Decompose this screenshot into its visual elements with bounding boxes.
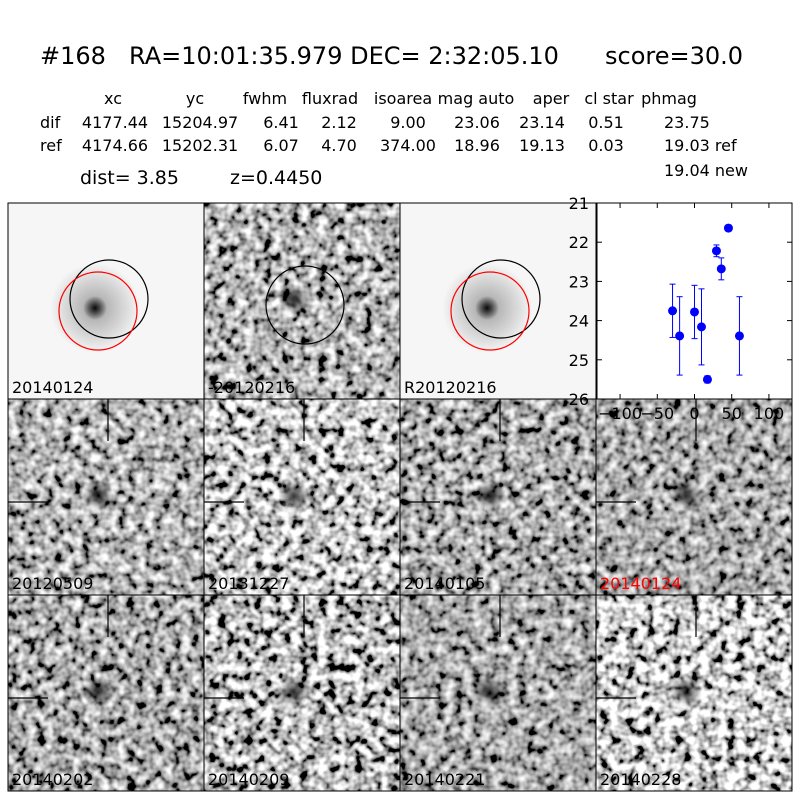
stamp-label: 20140221 [404,770,485,789]
aperture-black [461,259,541,339]
aperture-black [69,259,149,339]
image-stamp: 20140209 [203,594,401,792]
table-cell: 4174.66 [82,136,148,155]
y-tick-label: 22 [569,233,589,252]
candidate-id: #168 [40,42,106,70]
table-cell: 23.14 [519,113,565,132]
stamp-label: 20140228 [600,770,681,789]
column-header: yc [186,89,204,108]
table-cell: 2.12 [321,113,357,132]
stamp-label: 20140124 [600,574,681,593]
bright-residual [84,500,102,518]
table-note: 19.04 new [664,161,748,180]
redshift: z=0.4450 [230,167,322,189]
x-tick-label: 0 [689,404,699,423]
column-header: fluxrad [302,89,358,108]
table-cell: 19.03 ref [664,136,737,155]
table-cell: 6.07 [263,136,299,155]
row-label: dif [40,113,61,132]
table-cell: 15204.97 [162,113,238,132]
table-cell: 4.70 [321,136,357,155]
y-tick-label: 25 [569,351,589,370]
y-tick-label: 26 [569,390,589,409]
image-stamp: 20131227 [203,398,401,596]
x-tick-label: −100 [598,404,642,423]
image-stamp: 20140105 [399,398,597,596]
bright-residual [280,304,298,322]
table-cell: 18.96 [454,136,500,155]
table-cell: 0.51 [588,113,624,132]
table-cell: 374.00 [380,136,436,155]
y-tick-label: 24 [569,312,589,331]
data-point [723,223,733,233]
aperture-red [450,271,530,351]
bright-residual [476,696,494,714]
y-tick-label: 21 [569,194,589,213]
source-core [83,296,107,320]
table-cell: 9.00 [390,113,426,132]
data-point [711,246,721,256]
stamp-label: 20140124 [12,378,93,397]
image-stamp: 20140124 [595,398,793,596]
bright-residual [672,696,690,714]
bright-residual [672,500,690,518]
data-point [734,331,744,341]
column-header: fwhm [243,89,287,108]
table-cell: 0.03 [588,136,624,155]
stamp-label: 20120509 [12,574,93,593]
image-stamp: 20120509 [7,398,205,596]
image-stamp: 20140228 [595,594,793,792]
distance: dist= 3.85 [80,167,179,189]
image-stamp: 20140124 [7,202,205,400]
data-point [690,307,699,317]
table-cell: 23.75 [664,113,710,132]
data-point [668,306,678,316]
image-stamp: 20140202 [7,594,205,792]
bright-residual [84,696,102,714]
data-point [702,374,712,384]
stamp-label: 20140209 [208,770,289,789]
aperture-black [265,265,345,345]
column-header: isoarea [374,89,432,108]
y-tick-label: 23 [569,272,589,291]
stamp-label: 20131227 [208,574,289,593]
image-stamp: -20120216 [203,202,401,400]
column-header: aper [533,89,570,108]
table-cell: 23.06 [454,113,500,132]
x-tick-label: 100 [754,404,785,423]
image-stamp: R20120216 [399,202,597,400]
stamp-label: 20140202 [12,770,93,789]
source-core [475,296,499,320]
aperture-red [58,271,138,351]
data-point [716,264,726,274]
data-point [675,331,685,341]
image-stamp: 20140221 [399,594,597,792]
x-tick-label: −50 [640,404,674,423]
bright-residual [476,500,494,518]
column-header: phmag [641,89,697,108]
stamp-frame [595,594,793,792]
x-tick-label: 50 [722,404,742,423]
table-cell: 4177.44 [82,113,148,132]
plot-frame [596,202,793,400]
table-cell: 6.41 [263,113,299,132]
column-header: cl star [584,89,634,108]
data-point [696,322,706,332]
score: score=30.0 [605,42,743,70]
stamp-label: -20120216 [208,378,295,397]
column-header: mag auto [438,89,515,108]
row-label: ref [40,136,62,155]
stamp-label: 20140105 [404,574,485,593]
table-cell: 19.13 [519,136,565,155]
bright-residual [280,696,298,714]
coordinates: RA=10:01:35.979 DEC= 2:32:05.10 [129,42,559,70]
bright-residual [280,500,298,518]
column-header: xc [104,89,122,108]
stamp-label: R20120216 [404,378,497,397]
table-cell: 15202.31 [162,136,238,155]
